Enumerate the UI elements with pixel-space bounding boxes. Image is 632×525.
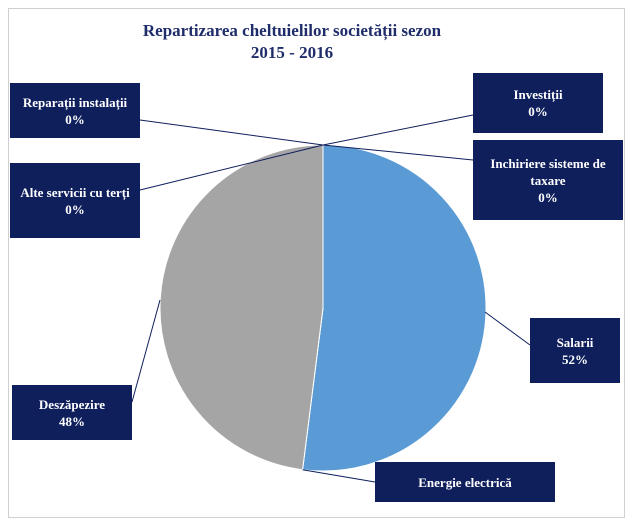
label-name: Alte servicii cu terți [20, 184, 130, 200]
leader-line [139, 144, 324, 191]
data-label: Reparații instalații 0% [10, 83, 140, 138]
pie-slice [302, 144, 487, 472]
leader-line [322, 114, 474, 146]
data-label: Alte servicii cu terți 0% [10, 163, 140, 238]
data-label: Investiții 0% [473, 73, 603, 133]
label-value: 48% [59, 413, 85, 429]
leader-line [484, 311, 531, 346]
chart-title: Repartizarea cheltuielilor societății se… [143, 21, 442, 41]
label-name: Investiții [513, 87, 563, 102]
chart-title: 2015 - 2016 [251, 43, 333, 62]
label-value: 0% [538, 189, 558, 205]
data-label: Inchiriere sisteme de taxare 0% [473, 140, 623, 220]
label-name: Deszăpezire [38, 396, 106, 412]
pie-slice [159, 144, 324, 471]
label-value: 0% [65, 201, 85, 217]
label-name: Salarii [556, 334, 594, 350]
label-value: 0% [528, 104, 548, 119]
data-label: Energie electrică [375, 462, 555, 502]
data-label: Salarii 52% [530, 318, 620, 383]
label-name: Energie electrică [418, 474, 512, 490]
leader-line [322, 144, 474, 161]
leader-line [302, 469, 376, 483]
leader-line [131, 299, 161, 403]
leader-line [139, 119, 324, 146]
label-name: Reparații instalații [22, 94, 128, 110]
label-name: Inchiriere sisteme de taxare [490, 155, 606, 188]
label-value: 0% [65, 111, 85, 127]
data-label: Deszăpezire 48% [12, 385, 132, 440]
label-value: 52% [562, 351, 588, 367]
